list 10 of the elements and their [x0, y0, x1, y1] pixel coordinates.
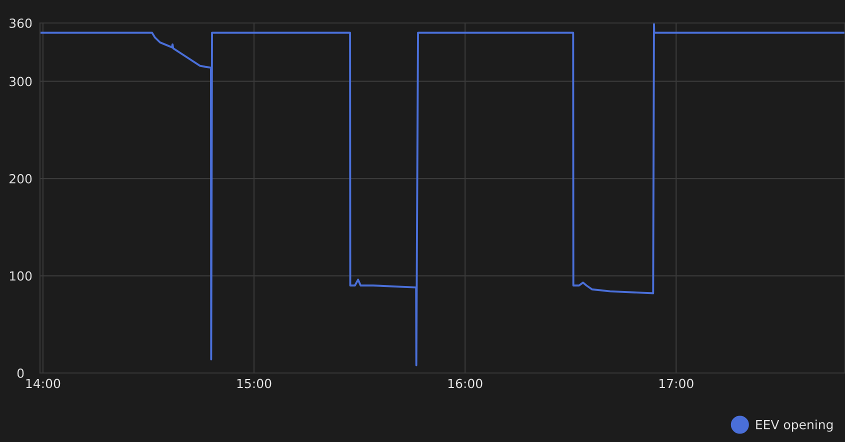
x-tick-label: 14:00 — [26, 378, 60, 388]
y-tick-label: 100 — [10, 271, 32, 281]
legend-label: EEV opening — [756, 420, 833, 432]
x-tick-label: 16:00 — [448, 378, 482, 388]
y-tick-label: 200 — [10, 174, 32, 184]
x-tick-label: 17:00 — [660, 378, 694, 388]
y-tick-label: 0 — [17, 368, 24, 378]
y-tick-label: 300 — [10, 76, 32, 86]
x-tick-label: 15:00 — [237, 378, 272, 388]
y-tick-label: 360 — [10, 18, 32, 28]
